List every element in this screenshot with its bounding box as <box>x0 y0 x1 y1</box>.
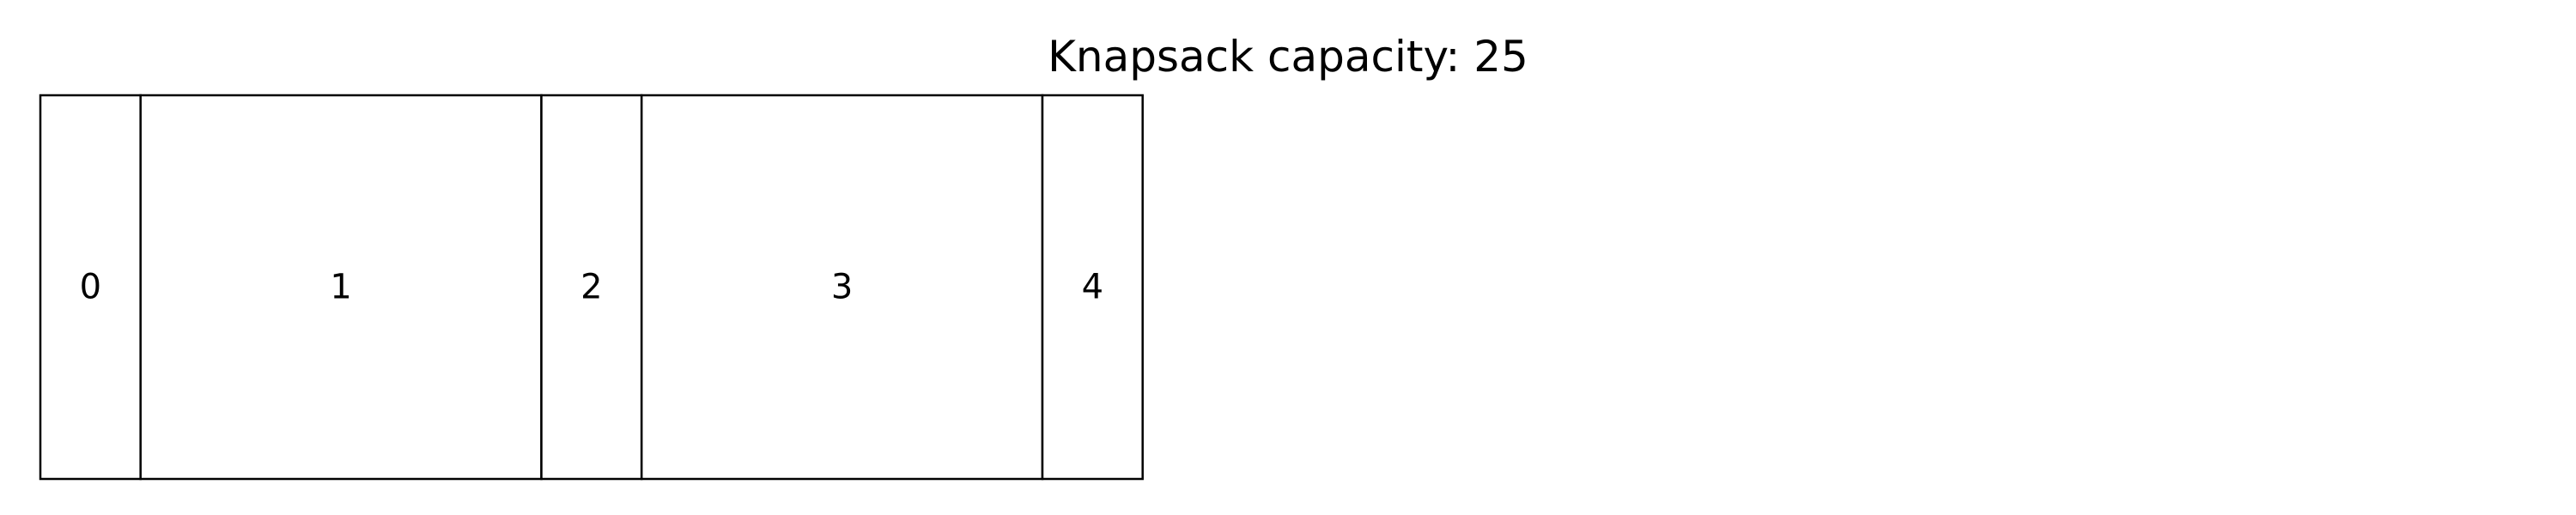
item-box-0 <box>39 94 142 481</box>
items-group: 0 1 2 3 4 <box>39 94 1144 481</box>
item-box-3 <box>640 94 1044 481</box>
item-label-1: 1 <box>330 268 351 307</box>
item-box-2 <box>540 94 643 481</box>
item-label-4: 4 <box>1082 268 1103 307</box>
item-label-0: 0 <box>80 268 101 307</box>
page-title: Knapsack capacity: 25 <box>1048 32 1528 82</box>
item-label-2: 2 <box>580 268 602 307</box>
item-box-4 <box>1041 94 1144 481</box>
item-box-1 <box>139 94 543 481</box>
item-label-3: 3 <box>831 268 853 307</box>
